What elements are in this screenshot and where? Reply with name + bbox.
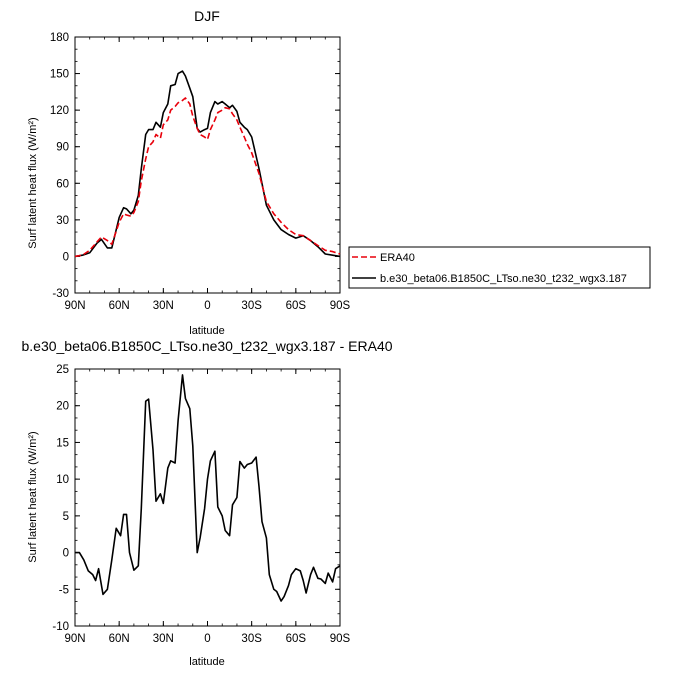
series-line-bottom-0: [75, 374, 341, 602]
xtick-label: 90N: [64, 300, 85, 312]
xtick-label: 0: [204, 633, 210, 645]
chart-bottom-ylabel: Surf latent heat flux (W/m²): [27, 431, 39, 562]
legend-label-model: b.e30_beta06.B1850C_LTso.ne30_t232_wgx3.…: [380, 273, 627, 285]
ytick-label: 20: [56, 401, 69, 413]
ytick-label: 120: [50, 105, 69, 117]
legend-label-era40: ERA40: [380, 252, 415, 264]
chart-bottom-title: b.e30_beta06.B1850C_LTso.ne30_t232_wgx3.…: [21, 338, 392, 354]
ytick-label: 0: [63, 548, 69, 560]
xtick-label: 0: [204, 300, 210, 312]
chart-top-plot-area: -30 0 30 60 90 120 150 180 90N 60N 30N 0 30S 60S 90S: [50, 32, 351, 312]
ytick-label: 25: [56, 364, 69, 376]
xtick-label: 90S: [330, 633, 351, 645]
chart-top-xlabel: latitude: [189, 325, 224, 337]
ytick-label: -10: [52, 621, 69, 633]
xtick-label: 30S: [241, 300, 262, 312]
xtick-label: 30N: [153, 633, 174, 645]
chart-bottom-plot-area: -10 -5 0 5 10 15 20 25 90N 60N 30N 0 30S 60S 90S: [52, 364, 350, 645]
xtick-label: 90N: [64, 633, 85, 645]
ytick-label: 60: [56, 178, 69, 190]
ytick-label: -30: [52, 288, 69, 300]
chart-bottom: b.e30_beta06.B1850C_LTso.ne30_t232_wgx3.…: [21, 338, 392, 668]
chart-bottom-xlabel: latitude: [189, 656, 224, 668]
xtick-label: 30S: [241, 633, 262, 645]
ytick-label: 0: [63, 251, 69, 263]
chart-top-title: DJF: [194, 8, 220, 24]
legend-box: [348, 246, 651, 289]
chart-top-legend: ERA40 b.e30_beta06.B1850C_LTso.ne30_t232…: [348, 246, 651, 289]
ytick-label: 180: [50, 32, 69, 44]
ytick-label: 10: [56, 474, 69, 486]
chart-top: DJF -30 0 30 60 90 120 150 180 90N 60N 30N 0 30S 60S 9…: [27, 8, 651, 337]
xtick-label: 30N: [153, 300, 174, 312]
plot-frame: [74, 368, 341, 627]
ytick-label: -5: [59, 584, 69, 596]
ytick-label: 150: [50, 69, 69, 81]
xtick-label: 90S: [330, 300, 351, 312]
xtick-label: 60S: [286, 633, 307, 645]
plot-frame: [74, 36, 341, 294]
xtick-label: 60N: [109, 300, 130, 312]
series-line-top-1: [74, 70, 341, 258]
chart-top-ylabel: Surf latent heat flux (W/m²): [27, 117, 39, 248]
xtick-label: 60S: [286, 300, 307, 312]
series-line-top-0: [74, 97, 341, 258]
ytick-label: 5: [63, 511, 69, 523]
ytick-label: 90: [56, 142, 69, 154]
ytick-label: 15: [56, 437, 69, 449]
ytick-label: 30: [56, 215, 69, 227]
xtick-label: 60N: [109, 633, 130, 645]
